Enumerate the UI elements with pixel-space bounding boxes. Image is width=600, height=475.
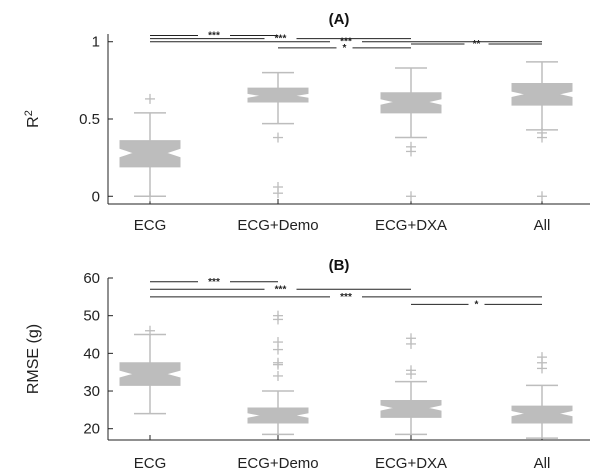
box-body [380, 92, 442, 114]
box-1 [247, 310, 309, 436]
y-tick-label: 0.5 [79, 111, 100, 128]
significance-label: * [343, 43, 347, 54]
significance-label: * [475, 299, 479, 310]
outlier-marker [537, 363, 547, 374]
x-tick-label: ECG [134, 217, 167, 234]
outlier-marker [406, 191, 416, 202]
outlier-marker [145, 191, 155, 202]
box-2 [380, 333, 442, 436]
significance-bar: * [278, 43, 411, 54]
x-tick-label: ECG+Demo [237, 217, 318, 234]
significance-bar: *** [150, 277, 278, 288]
y-tick-label: 30 [83, 383, 100, 400]
y-tick-label: 40 [83, 345, 100, 362]
x-tick-label: All [534, 455, 551, 472]
y-tick-label: 50 [83, 308, 100, 325]
significance-label: *** [208, 277, 220, 288]
y-tick-label: 20 [83, 421, 100, 438]
outlier-marker [273, 344, 283, 355]
box-body [511, 405, 573, 424]
outlier-marker [406, 338, 416, 349]
significance-bar: *** [150, 34, 411, 45]
y-tick-label: 1 [92, 34, 100, 51]
y-axis-label: R2 [23, 110, 42, 128]
significance-bar: *** [150, 292, 542, 303]
significance-label: *** [340, 292, 352, 303]
box-1 [247, 71, 309, 199]
significance-label: ** [473, 39, 481, 50]
outlier-marker [537, 191, 547, 202]
y-tick-label: 0 [92, 188, 100, 205]
significance-bar: * [411, 299, 542, 310]
significance-bar: ** [411, 39, 542, 50]
outlier-marker [273, 370, 283, 381]
outlier-marker [406, 146, 416, 157]
significance-label: *** [275, 284, 287, 295]
x-tick-label: All [534, 217, 551, 234]
panel-title: (B) [329, 257, 350, 274]
outlier-marker [145, 325, 155, 336]
significance-label: *** [275, 34, 287, 45]
outlier-marker [273, 188, 283, 199]
significance-bar: *** [150, 284, 411, 295]
significance-label: *** [208, 31, 220, 42]
significance-label: *** [340, 37, 352, 48]
box-body [119, 140, 181, 168]
x-tick-label: ECG [134, 455, 167, 472]
box-body [247, 87, 309, 103]
x-tick-label: ECG+DXA [375, 217, 447, 234]
outlier-marker [273, 132, 283, 143]
box-body [380, 399, 442, 418]
y-axis-label: RMSE (g) [25, 324, 42, 394]
outlier-marker [406, 369, 416, 380]
box-0 [119, 93, 181, 202]
significance-bar: *** [150, 31, 278, 42]
box-body [511, 82, 573, 106]
y-tick-label: 60 [83, 270, 100, 287]
box-0 [119, 325, 181, 415]
x-tick-label: ECG+DXA [375, 455, 447, 472]
outlier-marker [537, 132, 547, 143]
box-3 [511, 61, 573, 202]
outlier-marker [273, 359, 283, 370]
outlier-marker [273, 314, 283, 325]
box-body [247, 407, 309, 424]
outlier-marker [145, 93, 155, 104]
significance-bar: *** [150, 37, 542, 48]
panel-title: (A) [329, 11, 350, 28]
box-2 [380, 67, 442, 202]
x-tick-label: ECG+Demo [237, 455, 318, 472]
box-3 [511, 352, 573, 439]
box-body [119, 362, 181, 386]
panel-b: 20 30 40 50 60 ECG ECG+Demo ECG+DXA All (B) RMSE (… [25, 257, 590, 472]
y-axis-label-superscript: 2 [23, 110, 35, 116]
